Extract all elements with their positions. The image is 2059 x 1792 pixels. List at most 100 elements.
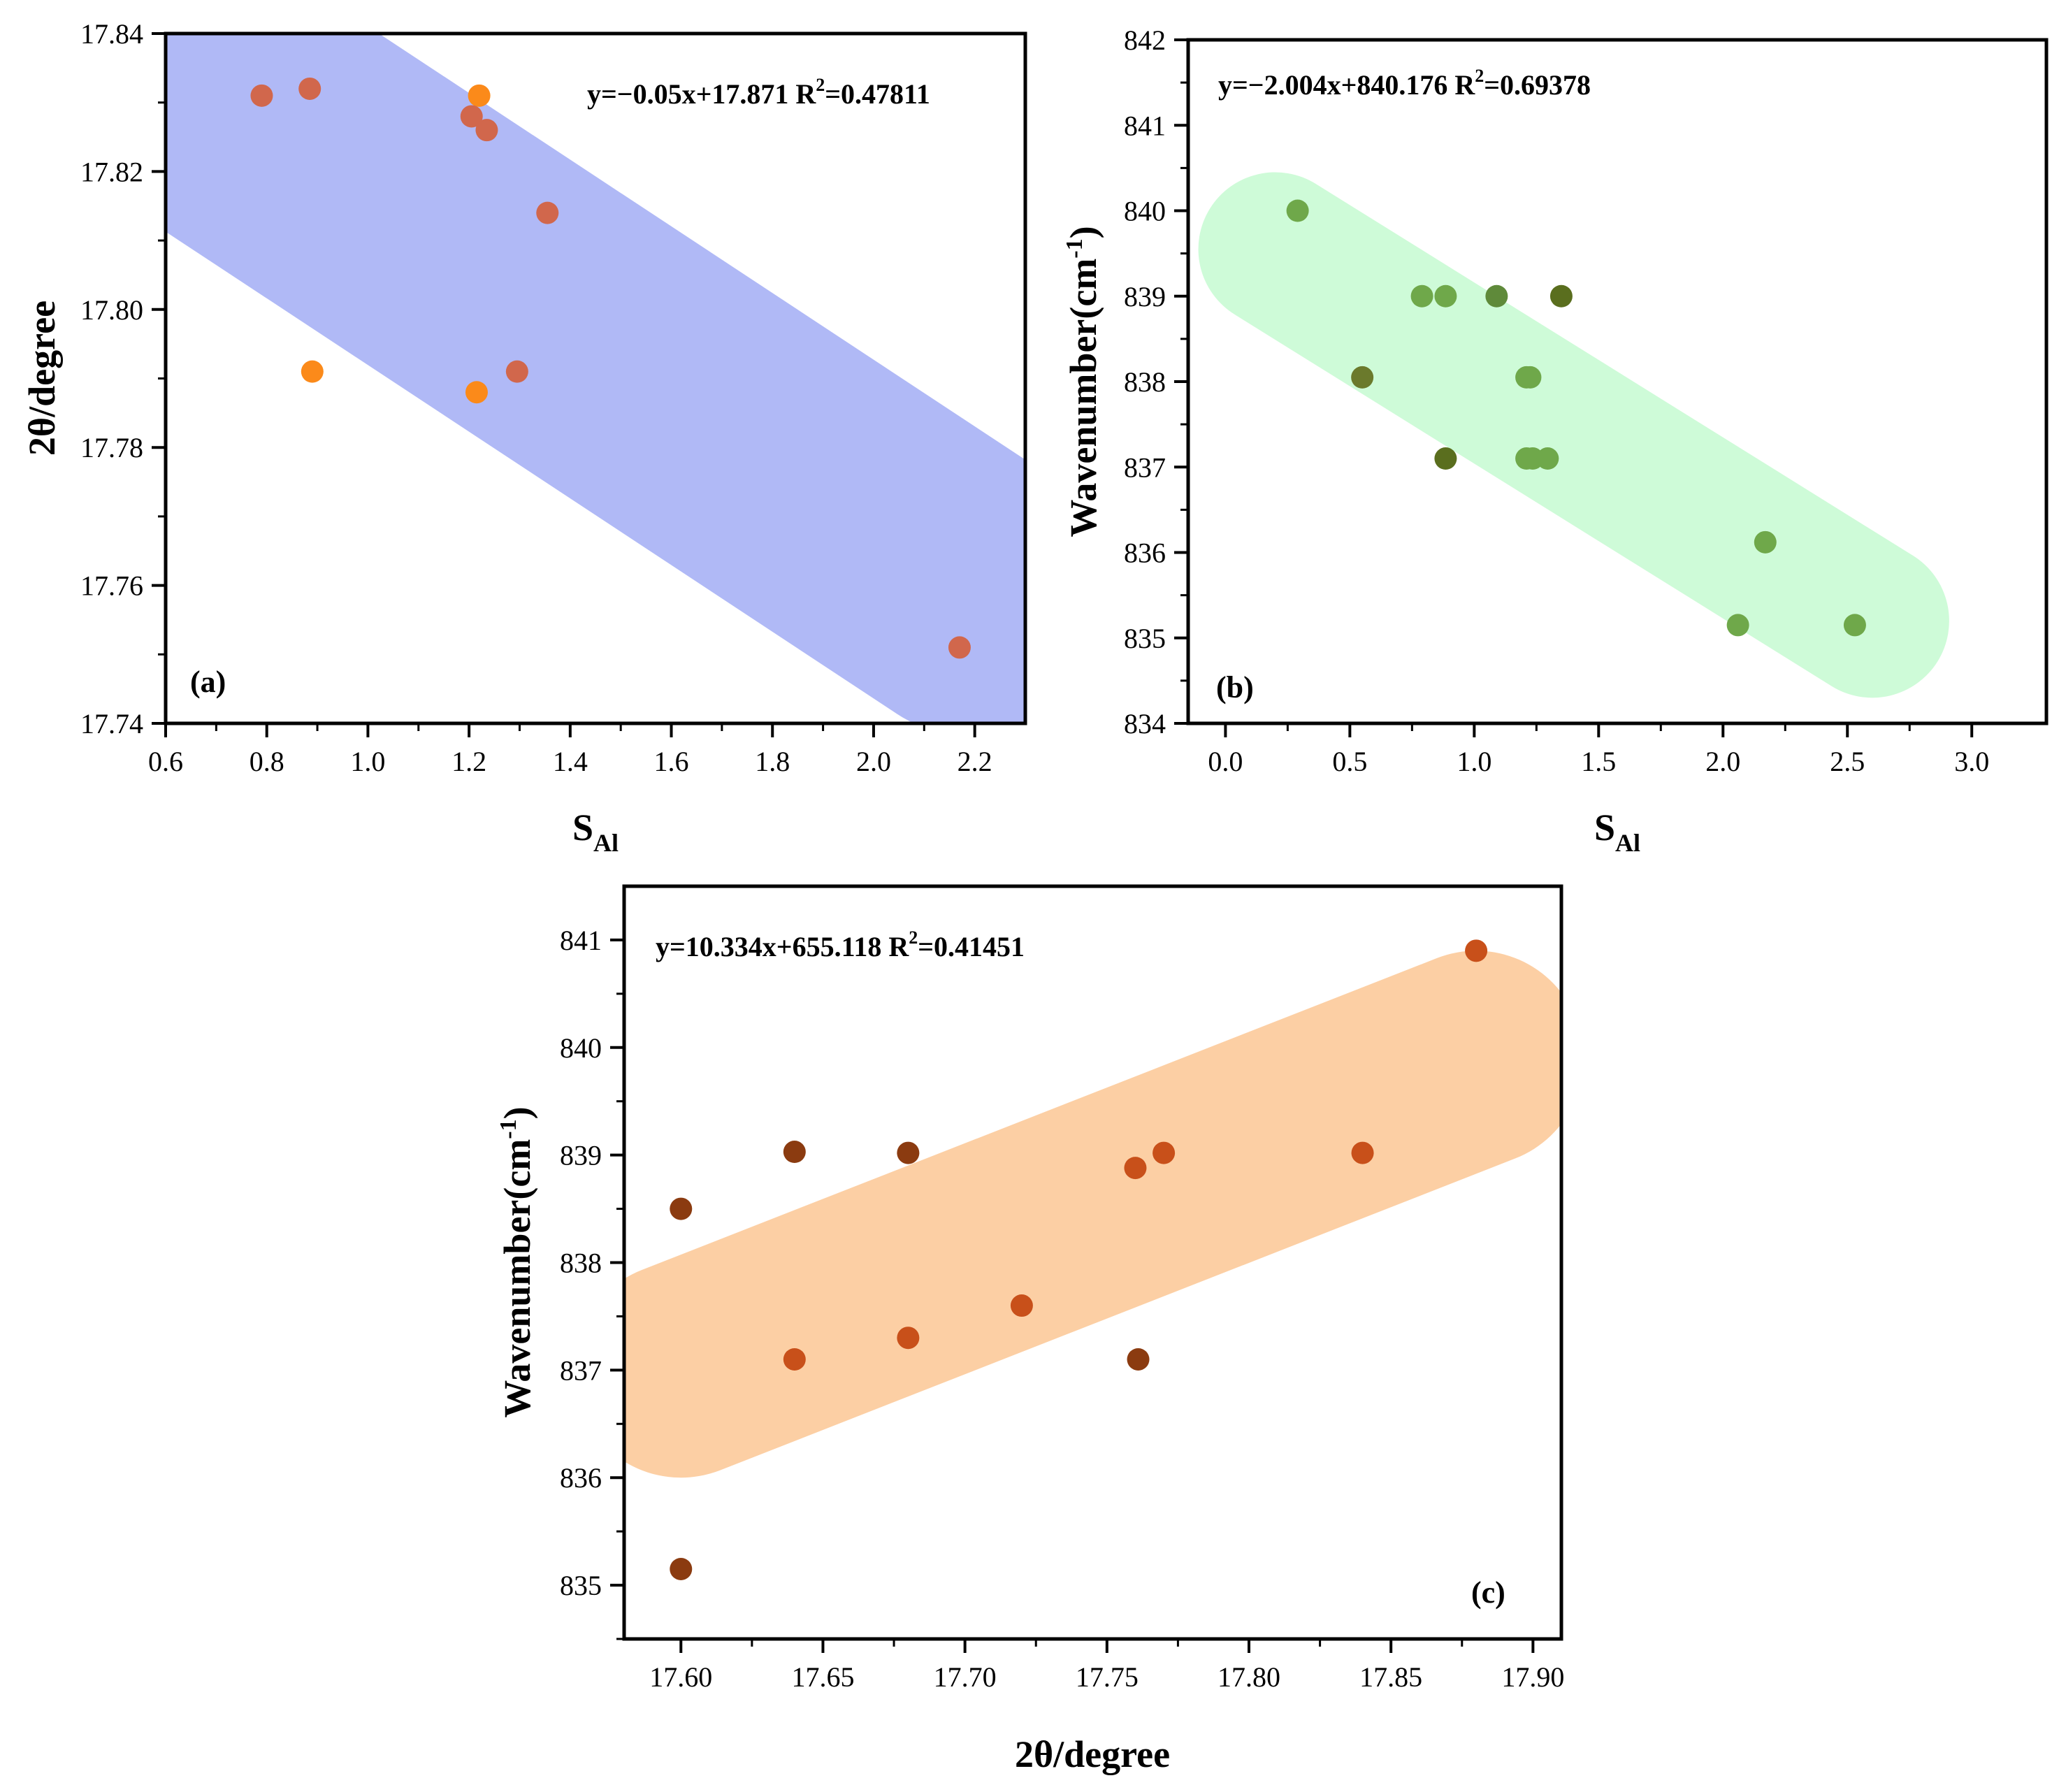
panel-b-group: 0.0 0.5 1.0 1.5 2.0 2.5 3.0 834 835 836 837 838 839 8… xyxy=(1062,24,2049,857)
panel-c-data-point xyxy=(783,1141,806,1164)
panel-c-data-point xyxy=(897,1327,920,1350)
panel-c-data-point xyxy=(1153,1141,1176,1164)
panel-b-data-point xyxy=(1485,284,1508,308)
panel-b-fit-equation: y=−2.004x+840.176 R2=0.69378 xyxy=(1218,66,1591,101)
panel-c-data-point xyxy=(1124,1157,1147,1180)
panel-a-data-point xyxy=(298,77,322,100)
panel-c-y-tick-label: 839 xyxy=(560,1140,602,1171)
panel-b-data-point xyxy=(1549,284,1573,308)
panel-b-y-tick-label: 836 xyxy=(1124,537,1166,569)
panel-c-y-label-end: ) xyxy=(496,1106,538,1119)
panel-b-y-tick-label: 840 xyxy=(1124,196,1166,227)
panel-a-y-tick-label: 17.84 xyxy=(80,18,143,50)
panel-a-x-tick-label: 1.8 xyxy=(755,746,790,777)
panel-b-x-axis-label: SAl xyxy=(1594,807,1640,857)
panel-a-y-tick-label: 17.82 xyxy=(80,156,143,187)
panel-b-x-tick-label: 1.5 xyxy=(1581,746,1616,777)
panel-b-y-axis-label: Wavenumber(cm-1) xyxy=(1062,226,1104,537)
panel-c-y-tick-label: 837 xyxy=(560,1354,602,1386)
panel-b-data-point xyxy=(1351,366,1374,389)
panel-b-y-tick-label: 834 xyxy=(1124,708,1166,739)
panel-c-y-tick-label: 840 xyxy=(560,1032,602,1064)
panel-a-y-tick-label: 17.80 xyxy=(80,294,143,326)
panel-b-y-tick-label: 839 xyxy=(1124,281,1166,312)
panel-b-panel-label: (b) xyxy=(1216,670,1254,704)
panel-c-data-point xyxy=(783,1347,806,1371)
panel-b-data-point xyxy=(1843,614,1866,637)
panel-a-x-label-main: S xyxy=(572,807,593,848)
panel-c-panel-label: (c) xyxy=(1471,1575,1505,1610)
panel-b-y-label-main: Wavenumber(cm xyxy=(1062,259,1104,537)
panel-c-x-tick-label: 17.65 xyxy=(791,1661,854,1693)
panel-b-data-point xyxy=(1434,447,1457,470)
panel-b-x-label-sub: Al xyxy=(1615,829,1640,857)
panel-c-y-axis-label: Wavenumber(cm-1) xyxy=(496,1106,538,1417)
panel-c-y-label-sup: -1 xyxy=(496,1119,521,1139)
panel-a-data-point xyxy=(505,360,528,383)
panel-a-x-axis-label: SAl xyxy=(572,807,619,857)
panel-b-data-point xyxy=(1726,614,1749,637)
panel-a-data-point xyxy=(468,84,491,107)
panel-a-data-point xyxy=(948,636,971,659)
panel-a-equation-end: =0.47811 xyxy=(825,78,930,110)
panel-c-data-point xyxy=(897,1141,920,1164)
panel-c-data-point xyxy=(670,1197,693,1220)
panel-c-x-tick-label: 17.80 xyxy=(1218,1661,1280,1693)
panel-c-y-tick-label: 841 xyxy=(560,925,602,956)
panel-c-data-point xyxy=(1010,1294,1033,1317)
panel-c-x-tick-label: 17.85 xyxy=(1359,1661,1422,1693)
panel-b-y-tick-label: 841 xyxy=(1124,110,1166,141)
panel-c-equation-end: =0.41451 xyxy=(918,931,1025,962)
panel-a-data-point xyxy=(460,105,483,128)
panel-b-x-tick-label: 1.0 xyxy=(1457,746,1491,777)
panel-a-data-point xyxy=(465,381,488,404)
panel-a-x-tick-label: 1.6 xyxy=(654,746,689,777)
panel-b-y-tick-label: 838 xyxy=(1124,366,1166,398)
panel-b-y-label-end: ) xyxy=(1062,226,1104,238)
panel-a-data-point xyxy=(301,360,324,383)
panel-b-x-tick-label: 3.0 xyxy=(1954,746,1989,777)
panel-c-data-point xyxy=(670,1557,693,1580)
panel-a-fit-equation: y=−0.05x+17.871 R2=0.47811 xyxy=(587,75,930,110)
panel-a-x-tick-label: 0.8 xyxy=(250,746,284,777)
panel-b-fit-band xyxy=(1198,172,1949,698)
panel-c-data-point xyxy=(1351,1141,1374,1164)
panel-a-x-tick-label: 1.2 xyxy=(451,746,486,777)
panel-c-equation-sup: 2 xyxy=(909,927,918,948)
panel-c-y-tick-label: 835 xyxy=(560,1570,602,1601)
panel-b-x-tick-label: 0.0 xyxy=(1208,746,1243,777)
panel-c-data-point xyxy=(1127,1347,1150,1371)
panel-b-equation-main: y=−2.004x+840.176 R xyxy=(1218,69,1475,101)
panel-b-y-tick-label: 837 xyxy=(1124,451,1166,483)
panel-a-data-point xyxy=(536,201,559,224)
panel-b-data-point xyxy=(1410,284,1433,308)
panel-a-fit-band xyxy=(166,34,1025,723)
panel-a-y-axis-label: 2θ/degree xyxy=(21,301,63,456)
panel-b-data-point xyxy=(1754,530,1777,554)
panel-c-x-tick-label: 17.90 xyxy=(1501,1661,1564,1693)
panel-a-x-tick-label: 2.0 xyxy=(856,746,891,777)
panel-a-equation-sup: 2 xyxy=(816,75,825,95)
panel-c-group: 17.60 17.65 17.70 17.75 17.80 17.85 17.90 835 83… xyxy=(496,884,1564,1775)
panel-a-data-point xyxy=(475,119,498,142)
panel-b-data-point xyxy=(1434,284,1457,308)
panel-a-panel-label: (a) xyxy=(190,665,226,699)
panel-b-data-point xyxy=(1536,447,1559,470)
panel-b-equation-sup: 2 xyxy=(1475,66,1484,86)
panel-a-x-tick-label: 2.2 xyxy=(958,746,992,777)
panel-a-data-point xyxy=(250,84,273,107)
panel-c-fit-band xyxy=(624,951,1561,1478)
panel-b-y-tick-label: 835 xyxy=(1124,623,1166,654)
panel-b-data-point xyxy=(1286,199,1309,222)
panel-a-equation-main: y=−0.05x+17.871 R xyxy=(587,78,816,110)
panel-b-x-tick-label: 2.5 xyxy=(1830,746,1865,777)
panel-a-x-tick-label: 1.4 xyxy=(553,746,588,777)
panel-a-y-label-main: 2θ/degree xyxy=(21,301,63,456)
panel-c-x-tick-label: 17.75 xyxy=(1076,1661,1139,1693)
panel-a-x-tick-label: 1.0 xyxy=(350,746,385,777)
panel-c-y-label-main: Wavenumber(cm xyxy=(496,1139,538,1418)
panel-b-equation-end: =0.69378 xyxy=(1484,69,1591,101)
panel-c-data-point xyxy=(1465,939,1488,962)
panel-a-y-tick-label: 17.76 xyxy=(80,570,143,602)
